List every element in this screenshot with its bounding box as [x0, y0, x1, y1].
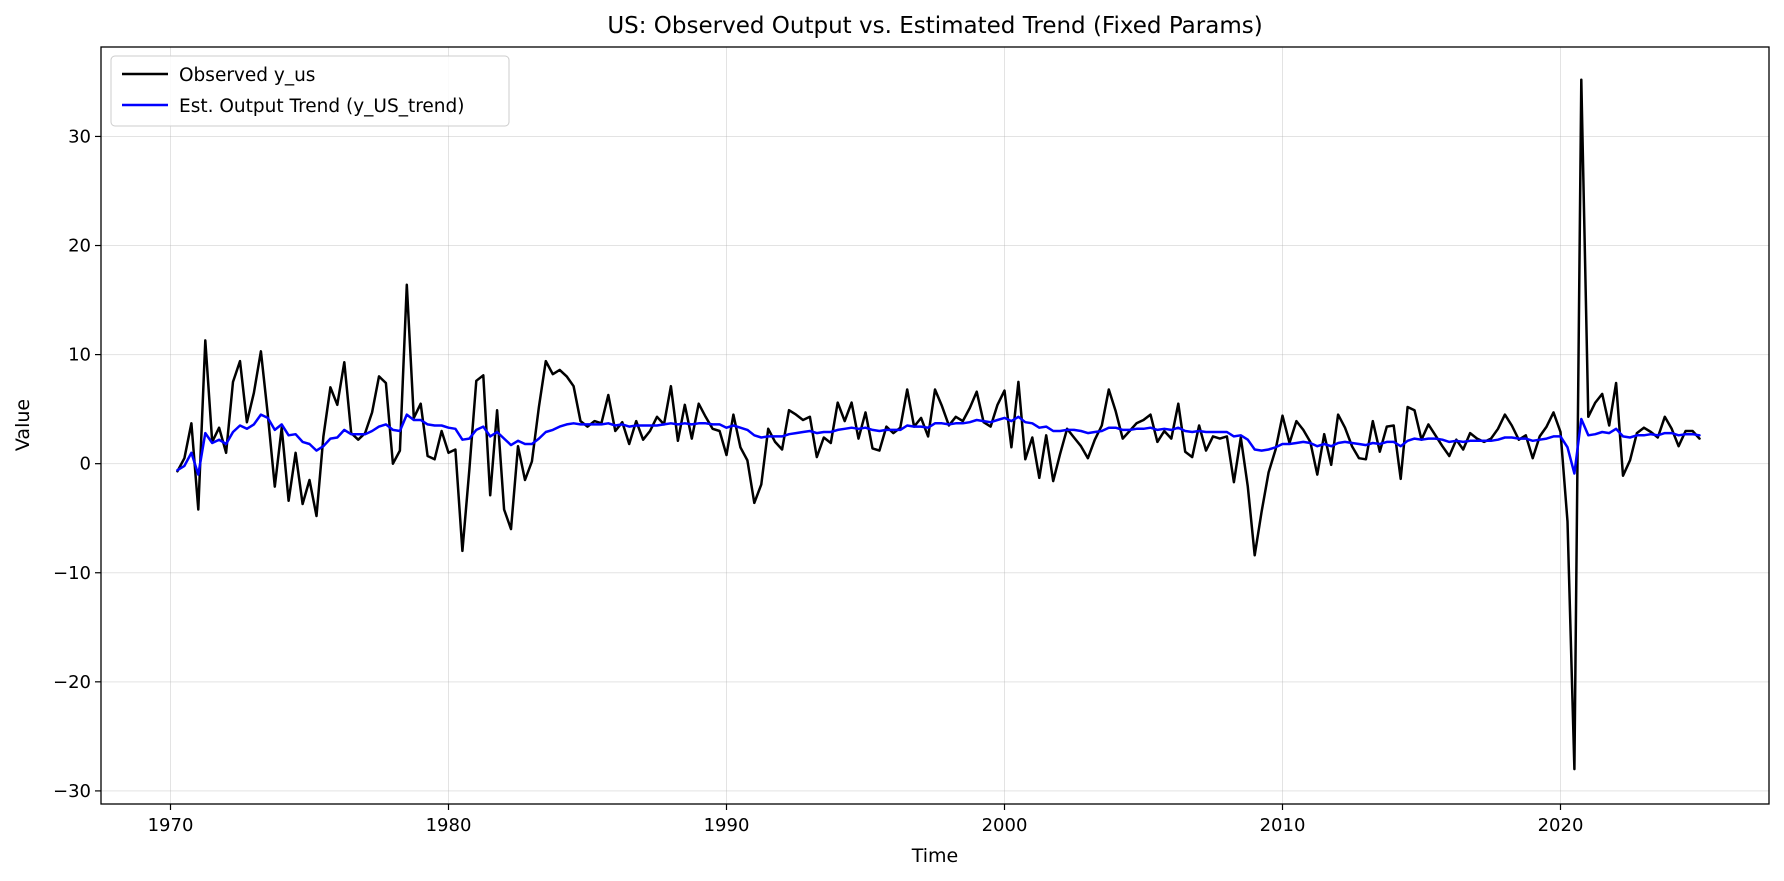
legend-entry-observed: Observed y_us	[179, 65, 315, 86]
y-tick-label: −10	[53, 563, 91, 584]
y-tick-label: 10	[68, 345, 91, 366]
x-axis-label: Time	[911, 845, 959, 867]
y-tick-label: 0	[80, 454, 91, 475]
y-axis-label: Value	[12, 399, 34, 451]
y-tick-label: 20	[68, 236, 91, 257]
legend-box	[110, 55, 510, 127]
series-layer	[176, 78, 1701, 771]
plot-frame	[100, 46, 1770, 805]
y-tick-label: 30	[68, 126, 91, 147]
x-tick-label: 1990	[704, 815, 750, 836]
x-tick-label: 1970	[148, 815, 194, 836]
legend: Observed y_us Est. Output Trend (y_US_tr…	[110, 55, 510, 127]
x-tick-label: 2010	[1260, 815, 1306, 836]
x-axis: 1970 1980 1990 2000 2010 2020	[148, 804, 1584, 836]
x-tick-label: 2000	[982, 815, 1028, 836]
grid-lines	[101, 47, 1769, 804]
legend-entry-trend: Est. Output Trend (y_US_trend)	[179, 96, 464, 117]
y-tick-label: −30	[53, 781, 91, 802]
chart-title: US: Observed Output vs. Estimated Trend …	[607, 13, 1262, 39]
trend-series-line	[176, 413, 1701, 476]
y-axis: −30 −20 −10 0 10 20 30	[53, 126, 101, 802]
x-tick-label: 1980	[426, 815, 472, 836]
y-tick-label: −20	[53, 672, 91, 693]
observed-series-line	[176, 78, 1701, 771]
x-tick-label: 2020	[1538, 815, 1584, 836]
